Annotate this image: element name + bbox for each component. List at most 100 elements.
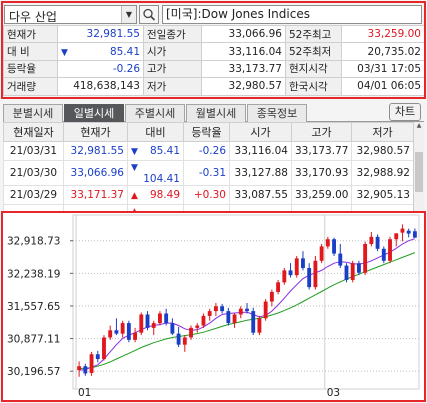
column-header[interactable]: 현재일자 xyxy=(3,122,64,142)
column-header[interactable]: 시가 xyxy=(229,122,292,142)
candle-body xyxy=(126,323,131,340)
candle-body xyxy=(120,323,125,334)
candle-body xyxy=(381,248,386,261)
column-header[interactable]: 현재가 xyxy=(63,122,128,142)
candle-body xyxy=(251,311,256,333)
candle-body xyxy=(301,258,305,268)
tab-3[interactable]: 주별시세 xyxy=(125,104,185,122)
candle-body xyxy=(232,314,237,324)
candle-body xyxy=(220,306,225,312)
quote-table: 현재가 32,981.55 전일종가 33,066.96 52주최고 33,259.00 대… xyxy=(3,24,425,96)
tab-1[interactable]: 분별시세 xyxy=(3,104,63,122)
column-header[interactable]: 저가 xyxy=(351,122,414,142)
quote-row: 등락율 -0.26 고가 33,173.77 현지시각 03/31 17:05 xyxy=(3,59,425,79)
low-cell: 32,988.92 xyxy=(351,160,414,186)
table-row[interactable]: 21/03/30 33,066.96 ▼ 104.41 -0.31 33,127.88 33… xyxy=(3,160,414,186)
y-tick-label: 31,557.65 xyxy=(7,301,60,313)
quote-value: 32,980.57 xyxy=(201,77,286,96)
candle-body xyxy=(276,282,281,292)
price-cell: 33,171.37 xyxy=(63,185,128,205)
candle-body xyxy=(176,333,181,345)
y-tick-label: 30,877.11 xyxy=(7,334,60,346)
column-header[interactable]: 대비 xyxy=(127,122,184,142)
chevron-down-icon[interactable]: ▼ xyxy=(121,6,136,23)
tab-2[interactable]: 일별시세 xyxy=(64,104,124,122)
down-arrow-icon: ▼ xyxy=(61,47,68,58)
change-value: 98.49 xyxy=(149,189,180,201)
table-row[interactable]: 21/03/29 33,171.37 ▲ 98.49 +0.30 33,087.55 33,… xyxy=(3,185,414,205)
pct-cell: -0.26 xyxy=(183,141,230,161)
tab-4[interactable]: 월별시세 xyxy=(186,104,246,122)
quote-highlight-frame xyxy=(1,1,426,99)
candle-body xyxy=(114,330,119,334)
quote-change-value: 85.41 xyxy=(109,45,140,58)
date-cell: 21/03/31 xyxy=(3,141,64,161)
column-header[interactable]: 고가 xyxy=(291,122,352,142)
high-cell: 33,173.77 xyxy=(291,141,352,161)
quote-label: 대 비 xyxy=(3,42,58,61)
quote-label: 고가 xyxy=(143,59,202,79)
candle-body xyxy=(394,233,399,240)
tab-bar: 분별시세 일별시세 주별시세 월별시세 종목정보 xyxy=(3,104,424,122)
candle-body xyxy=(133,332,138,340)
candle-body xyxy=(83,366,88,374)
price-cell: 33,066.96 xyxy=(63,160,128,186)
quote-label: 거래량 xyxy=(3,77,58,96)
y-tick-label: 32,918.73 xyxy=(7,236,60,248)
plot-border xyxy=(72,214,420,390)
chart-highlight-frame xyxy=(1,211,426,402)
candle-body xyxy=(195,325,200,328)
y-tick-label: 32,238.19 xyxy=(7,268,60,280)
x-tick-label: 03 xyxy=(327,387,340,399)
table-row[interactable]: 21/03/31 32,981.55 ▼ 85.41 -0.26 33,116.04 33,… xyxy=(3,141,414,161)
tab-5[interactable]: 종목정보 xyxy=(247,104,307,122)
candle-body xyxy=(375,236,380,249)
candle-body xyxy=(89,354,94,373)
open-cell: 33,127.88 xyxy=(229,160,292,186)
candle-body xyxy=(238,308,243,315)
up-arrow-icon: ▲ xyxy=(131,191,138,201)
search-button[interactable] xyxy=(139,5,159,24)
candle-body xyxy=(151,323,156,328)
scroll-up-icon[interactable]: ▲ xyxy=(416,122,422,129)
candle-body xyxy=(102,337,106,360)
chart-button[interactable]: 차트 xyxy=(389,103,421,121)
high-cell: 33,170.93 xyxy=(291,160,352,186)
down-arrow-icon: ▼ xyxy=(131,147,138,157)
high-cell: 33,259.00 xyxy=(291,185,352,205)
pct-cell: -0.31 xyxy=(183,160,230,186)
candle-body xyxy=(145,314,150,328)
price-cell: 32,981.55 xyxy=(63,141,128,161)
candle-body xyxy=(95,354,100,360)
change-cell: ▼ 85.41 xyxy=(127,141,184,161)
price-chart: 32,918.73 32,238.19 31,557.65 30,877.11 30,1… xyxy=(7,214,420,399)
candle-body xyxy=(288,270,293,276)
pct-cell: +0.30 xyxy=(183,185,230,205)
change-value: 85.41 xyxy=(149,145,180,157)
change-value: 104.41 xyxy=(143,173,180,185)
candle-body xyxy=(313,260,318,288)
x-tick-label: 01 xyxy=(78,387,91,399)
column-header[interactable]: 등락율 xyxy=(183,122,230,142)
candle-body xyxy=(263,301,268,319)
change-cell: ▼ 104.41 xyxy=(127,160,184,186)
stock-title-field: [미국]:Dow Jones Indices xyxy=(162,5,422,24)
candle-body xyxy=(226,311,231,324)
candle-body xyxy=(170,323,175,334)
daily-scrollbar[interactable]: ▲ xyxy=(413,122,424,211)
low-cell: 32,905.13 xyxy=(351,185,414,205)
candle-body xyxy=(294,258,299,276)
scroll-thumb[interactable] xyxy=(415,152,423,192)
quote-row: 현재가 32,981.55 전일종가 33,066.96 52주최고 33,259.00 xyxy=(3,24,425,44)
market-select[interactable]: 다우 산업 ▼ xyxy=(4,5,137,24)
candle-body xyxy=(400,228,405,233)
candle-body xyxy=(369,236,374,245)
search-row: 다우 산업 ▼ [미국]:Dow Jones Indices xyxy=(4,5,423,25)
candle-body xyxy=(307,267,312,288)
candle-body xyxy=(182,337,187,345)
candle-body xyxy=(164,313,169,324)
candle-body xyxy=(201,315,206,326)
candle-body xyxy=(257,318,262,333)
candle-body xyxy=(207,311,212,316)
candle-body xyxy=(282,270,287,283)
